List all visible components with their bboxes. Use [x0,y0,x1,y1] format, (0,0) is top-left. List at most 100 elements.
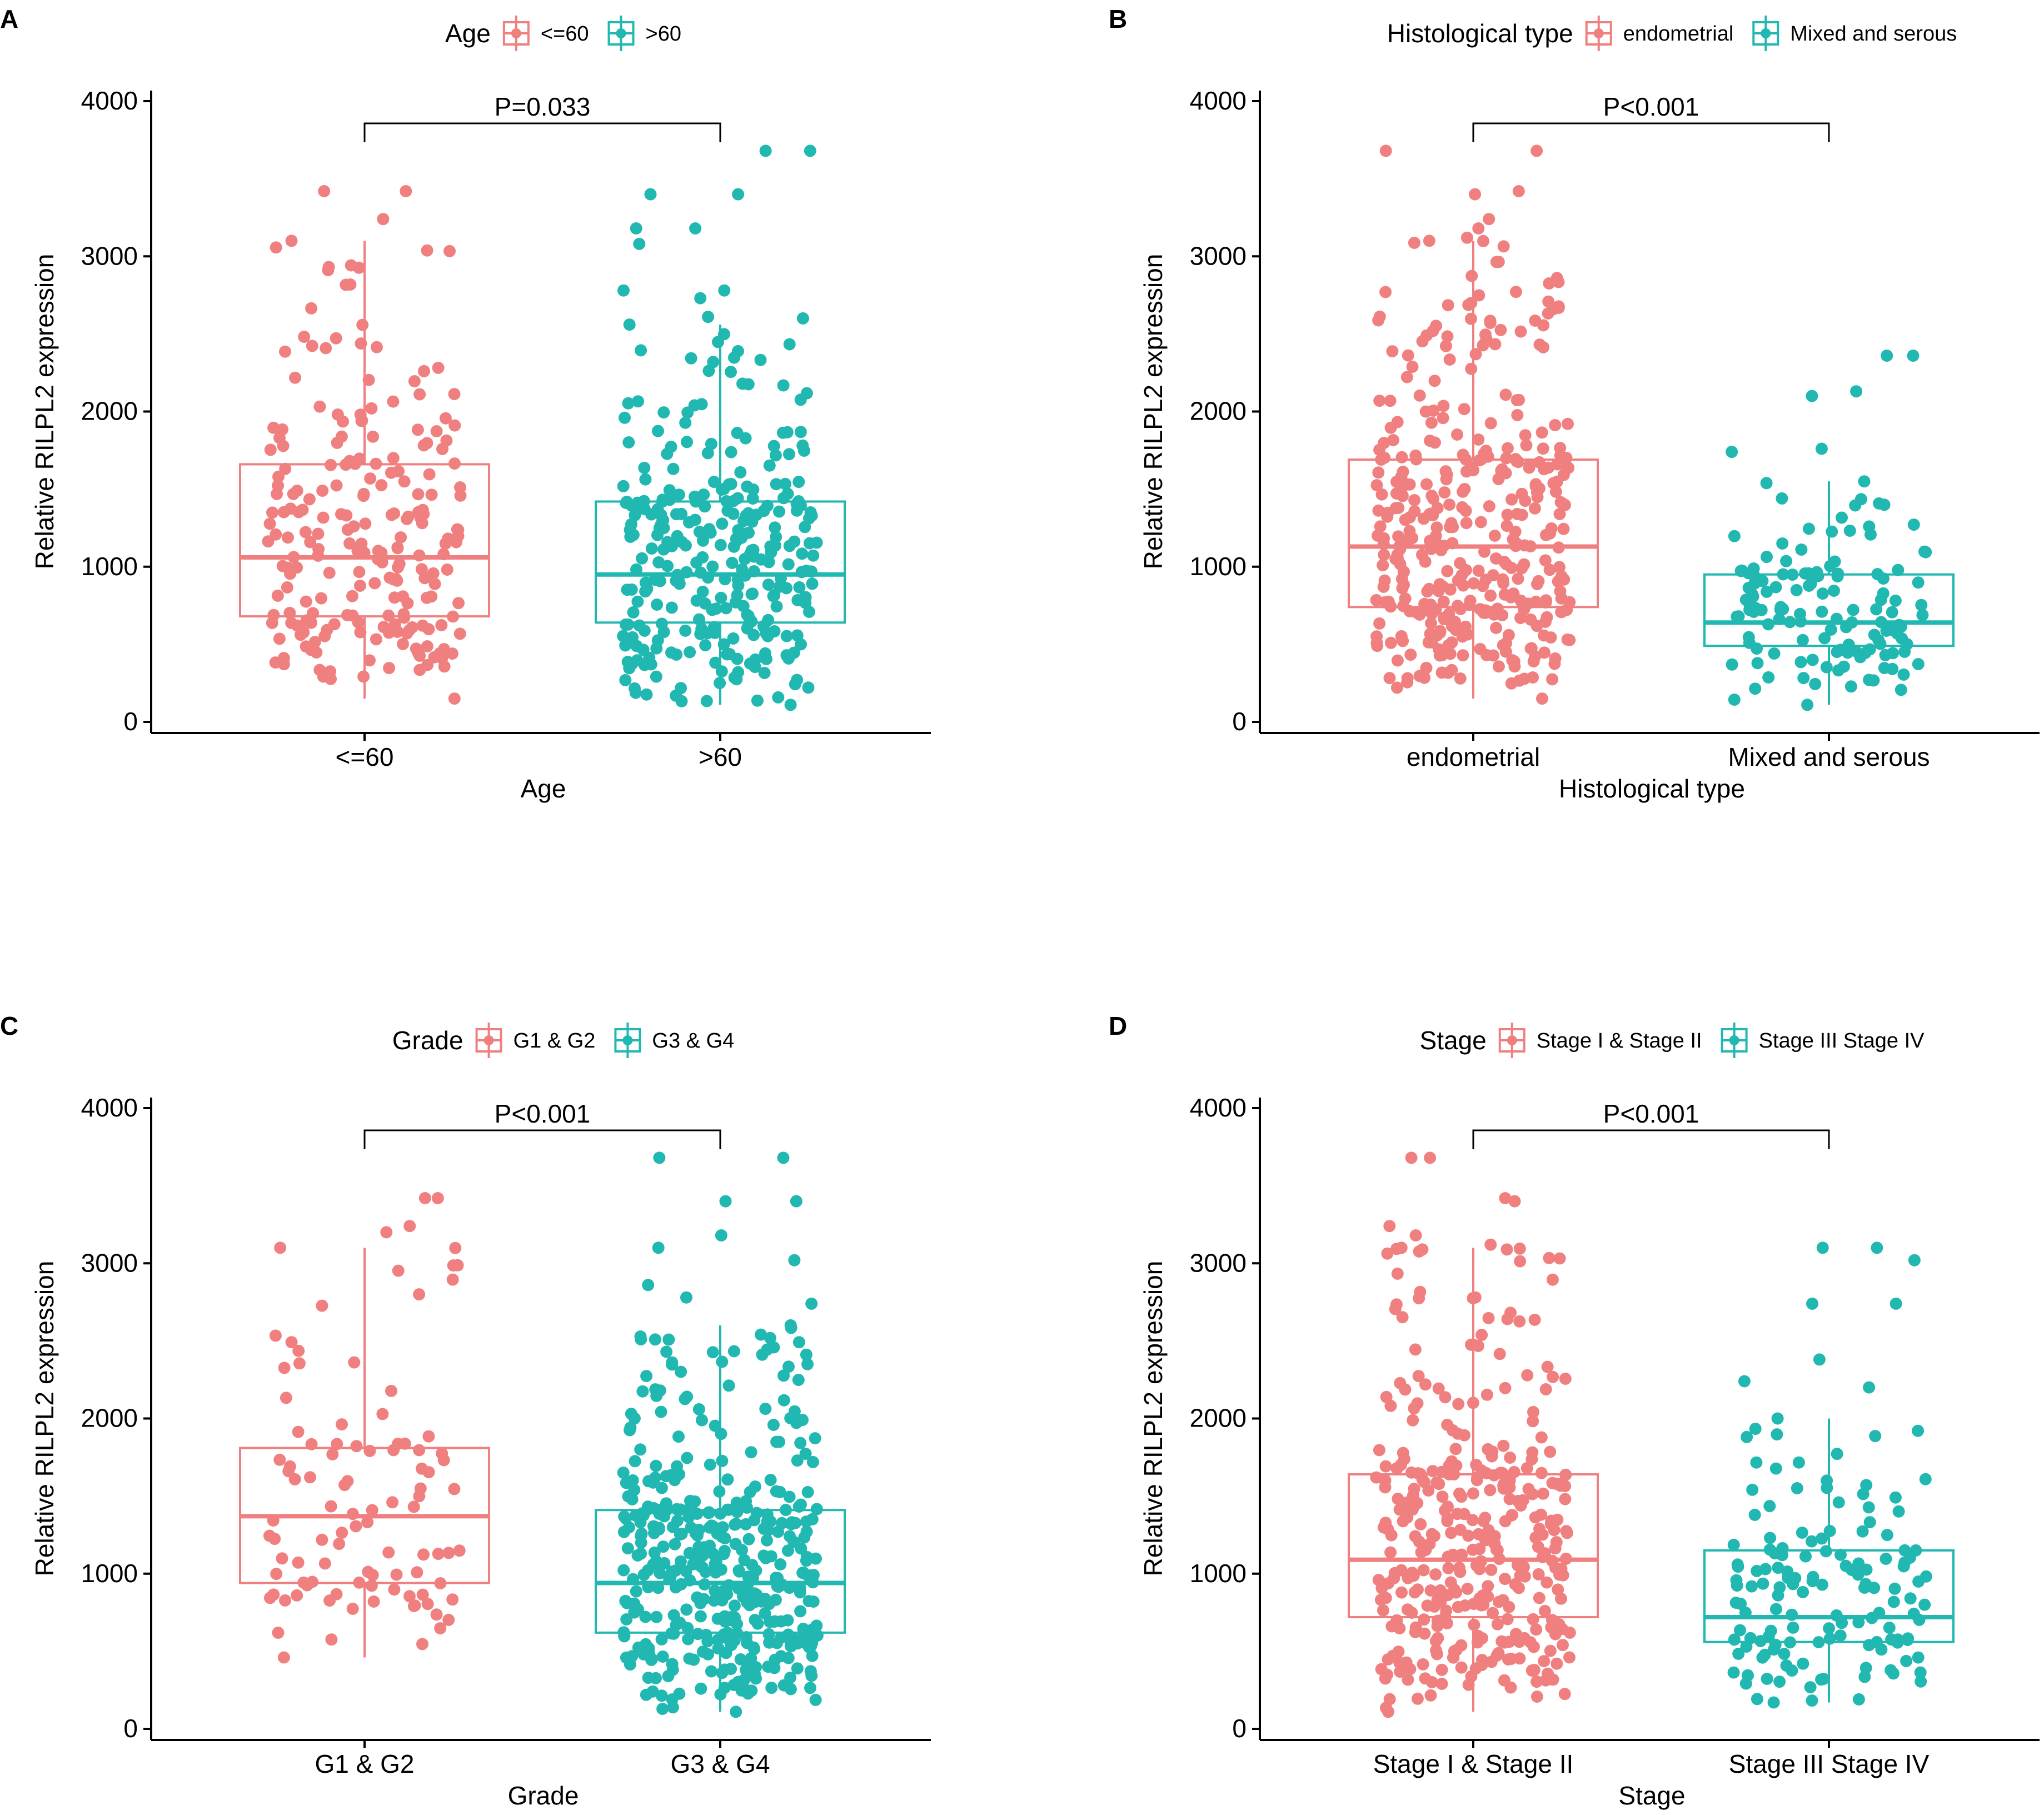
data-point [316,1299,328,1312]
data-point [1418,1627,1431,1640]
data-point [1443,353,1456,366]
data-point [272,1627,285,1639]
data-point [386,1496,399,1509]
data-point [722,1503,735,1516]
data-point [675,682,687,695]
data-point [421,591,433,604]
data-point [1539,615,1552,628]
data-point [372,553,384,566]
data-point [1500,452,1513,465]
data-point [1828,555,1841,568]
y-axis-title: Relative RILPL2 expression [1139,254,1168,570]
data-point [282,1465,295,1478]
data-point [1514,1255,1527,1268]
data-point [1427,404,1440,417]
data-point [1761,1673,1773,1685]
data-point [652,1582,665,1594]
data-point [714,538,727,551]
data-point [355,337,367,350]
data-point [739,432,752,445]
data-point [1480,1467,1493,1479]
data-point [728,1599,741,1612]
data-point [796,547,809,560]
y-tick-label: 3000 [81,241,138,270]
data-point [1727,1666,1740,1679]
data-point [1734,565,1747,577]
data-point [722,1379,735,1392]
data-point [667,1609,680,1622]
data-point [660,1345,673,1358]
data-point [1402,349,1414,362]
data-point [1553,508,1566,520]
data-point [1764,1532,1777,1544]
data-point [698,1578,711,1590]
data-point [782,558,795,571]
data-point [346,1602,359,1615]
data-point [692,1523,705,1536]
data-point [291,561,303,574]
data-point [623,318,636,331]
data-point [679,539,692,552]
data-point [341,609,353,621]
data-point [1527,1405,1539,1418]
data-point [273,632,286,645]
data-point [807,1595,820,1608]
data-point [287,551,300,564]
data-point [702,311,715,323]
data-point [1375,453,1388,466]
data-point [1401,676,1414,689]
data-point [1463,599,1476,611]
data-point [1910,1544,1922,1557]
data-point [1370,1471,1383,1484]
data-point [807,549,820,562]
data-point [790,1417,803,1429]
data-point [1445,636,1458,649]
data-point [1372,466,1385,479]
data-point [792,1374,805,1387]
data-point [1499,1573,1511,1585]
data-point [1530,1623,1543,1636]
data-point [1539,1383,1552,1395]
data-point [348,1356,361,1369]
legend-label-group1: <=60 [541,22,589,46]
data-point [1472,433,1485,446]
data-point [1447,1424,1459,1437]
data-point [1405,1151,1418,1164]
legend: Histological type endometrial Mixed and … [1387,16,1957,51]
data-point [657,543,670,556]
data-point [1772,1562,1784,1574]
data-point [661,560,674,572]
data-point [281,581,293,594]
data-point [448,457,461,470]
data-point [438,660,451,673]
data-point [306,340,318,352]
panel-d: D Stage Stage I & Stage II Stage III Sta… [1109,1011,2040,1810]
data-point [709,1566,722,1579]
data-point [362,373,375,386]
data-point [1400,478,1413,491]
data-point [1465,1670,1478,1683]
data-point [1773,1581,1786,1594]
data-point [699,639,712,652]
data-point [747,1642,760,1654]
legend-key-group2 [607,16,635,51]
p-value-label: P<0.001 [1603,1099,1699,1128]
data-point [1520,1462,1533,1474]
data-point [784,699,797,711]
data-point [1504,1307,1517,1319]
data-point [708,621,721,634]
data-point [764,1515,777,1528]
significance-bracket: P=0.033 [363,92,721,142]
data-point [1912,1424,1925,1437]
data-point [388,1583,401,1596]
group-1 [1348,144,1599,705]
data-point [356,318,369,331]
data-point [629,1455,641,1468]
data-point [308,636,321,649]
data-point [331,436,343,449]
data-point [770,600,783,613]
data-point [1383,1693,1396,1706]
data-point [1818,632,1831,645]
x-axis-title: Histological type [1559,774,1745,803]
data-point [1479,606,1492,619]
